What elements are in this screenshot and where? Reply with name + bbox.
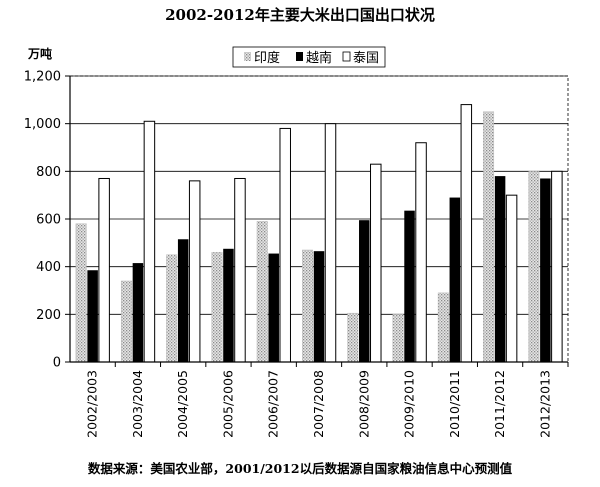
bar-2-2003-2004 <box>132 263 144 362</box>
bar-1-2003-2004 <box>120 280 132 363</box>
y-tick-label: 800 <box>36 165 61 180</box>
x-tick-label: 2011/2012 <box>492 370 507 438</box>
bar-3-2011-2012 <box>505 194 518 363</box>
bar-2-2004-2005 <box>177 239 189 362</box>
legend-swatch-1 <box>244 52 251 61</box>
bar-2-2002-2003 <box>87 270 98 362</box>
plot-border <box>70 75 569 362</box>
source-note: 数据来源：美国农业部，2001/2012以后数据源自国家粮油信息中心预测值 <box>87 461 513 476</box>
bars <box>75 104 563 363</box>
y-tick-label: 1,200 <box>24 70 61 85</box>
y-tick-label: 1,000 <box>24 117 61 132</box>
y-tick-label: 400 <box>36 260 61 275</box>
bar-2-2010-2011 <box>449 197 461 362</box>
bar-3-2010-2011 <box>460 104 473 363</box>
legend-label-2: 越南 <box>306 50 332 66</box>
x-tick-label: 2008/2009 <box>356 370 371 438</box>
bar-3-2002-2003 <box>98 177 110 363</box>
bar-1-2005-2006 <box>211 252 223 363</box>
bar-2-2008-2009 <box>359 220 370 362</box>
y-tick-label: 600 <box>36 213 61 228</box>
bar-3-2009-2010 <box>415 142 427 363</box>
y-tick-label: 0 <box>53 356 61 371</box>
x-tick-label: 2004/2005 <box>175 370 190 438</box>
bar-1-2002-2003 <box>75 223 87 363</box>
y-axis-unit-label: 万吨 <box>27 46 52 61</box>
x-tick-label: 2002/2003 <box>85 370 100 438</box>
bar-1-2011-2012 <box>483 111 495 363</box>
bar-2-2006-2007 <box>268 253 279 362</box>
bar-2-2009-2010 <box>404 210 415 362</box>
legend: 印度 越南 泰国 <box>232 46 386 68</box>
bar-1-2004-2005 <box>166 254 178 363</box>
bar-3-2008-2009 <box>370 163 382 363</box>
bar-3-2012-2013 <box>551 170 563 363</box>
bar-3-2003-2004 <box>143 120 156 363</box>
x-tick-label: 2005/2006 <box>220 370 235 438</box>
x-tick-label: 2012/2013 <box>537 370 552 438</box>
bar-2-2011-2012 <box>494 176 506 362</box>
y-tick-labels: 0 200 400 600 800 1,000 1,200 <box>24 70 61 371</box>
x-tick-label: 2010/2011 <box>447 370 462 438</box>
y-tick-label: 200 <box>36 308 61 323</box>
bar-2-2007-2008 <box>313 251 325 362</box>
legend-label-3: 泰国 <box>353 51 379 66</box>
bar-1-2007-2008 <box>302 249 313 363</box>
bar-1-2010-2011 <box>437 292 449 363</box>
bar-1-2008-2009 <box>347 312 359 363</box>
legend-swatch-3 <box>342 51 351 62</box>
x-tick-labels: 2002/2003 2003/2004 2004/2005 2005/2006 2006… <box>85 370 553 438</box>
bar-2-2005-2006 <box>223 248 234 362</box>
legend-label-1: 印度 <box>254 50 280 66</box>
bar-3-2005-2006 <box>234 177 246 363</box>
legend-swatch-2 <box>296 52 303 61</box>
bar-3-2007-2008 <box>324 123 337 363</box>
x-tick-label: 2003/2004 <box>130 370 145 438</box>
bar-2-2012-2013 <box>540 178 551 362</box>
axes <box>65 75 569 367</box>
bar-1-2006-2007 <box>256 221 268 363</box>
bar-1-2009-2010 <box>392 314 404 363</box>
x-tick-label: 2007/2008 <box>311 370 326 438</box>
bar-1-2012-2013 <box>528 171 540 363</box>
bar-3-2004-2005 <box>188 180 201 363</box>
plot-frame <box>70 75 569 362</box>
x-tick-label: 2009/2010 <box>402 370 417 438</box>
bar-3-2006-2007 <box>279 127 291 363</box>
x-tick-label: 2006/2007 <box>266 370 281 438</box>
chart-title: 2002-2012年主要大米出口国出口状况 <box>165 6 435 24</box>
